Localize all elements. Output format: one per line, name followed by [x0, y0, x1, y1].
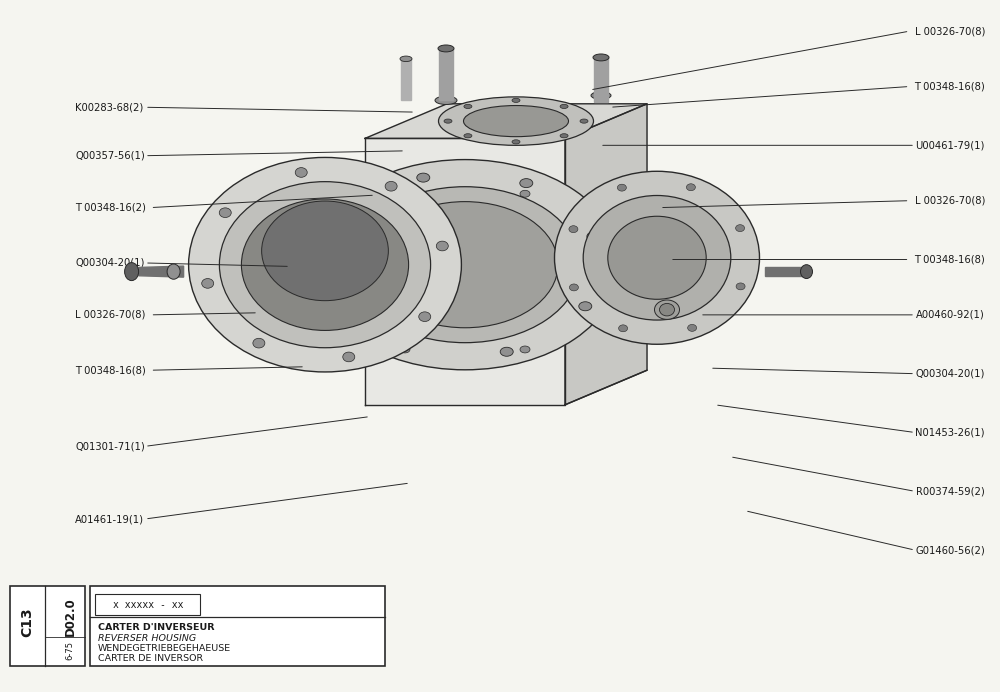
FancyBboxPatch shape	[10, 586, 85, 666]
Ellipse shape	[800, 264, 812, 278]
Text: N01453-26(1): N01453-26(1)	[916, 428, 985, 437]
Ellipse shape	[569, 284, 578, 291]
Polygon shape	[765, 266, 804, 276]
Ellipse shape	[400, 190, 410, 197]
Ellipse shape	[520, 179, 533, 188]
Ellipse shape	[338, 219, 351, 228]
Ellipse shape	[736, 283, 745, 290]
Ellipse shape	[593, 54, 609, 61]
Ellipse shape	[520, 190, 530, 197]
Ellipse shape	[444, 119, 452, 123]
Ellipse shape	[385, 181, 397, 191]
Text: Q01301-71(1): Q01301-71(1)	[75, 441, 145, 451]
FancyBboxPatch shape	[90, 586, 385, 666]
Ellipse shape	[167, 264, 180, 279]
Ellipse shape	[617, 184, 626, 191]
Text: G01460-56(2): G01460-56(2)	[915, 545, 985, 555]
Polygon shape	[365, 138, 565, 405]
Ellipse shape	[125, 262, 139, 281]
Ellipse shape	[512, 98, 520, 102]
Polygon shape	[365, 104, 647, 138]
Ellipse shape	[560, 104, 568, 109]
Ellipse shape	[512, 140, 520, 144]
Ellipse shape	[241, 199, 409, 330]
Ellipse shape	[330, 289, 343, 298]
Text: R00374-59(2): R00374-59(2)	[916, 486, 985, 496]
Ellipse shape	[310, 160, 620, 370]
Ellipse shape	[736, 225, 745, 232]
Ellipse shape	[591, 91, 611, 100]
Ellipse shape	[295, 167, 307, 177]
Ellipse shape	[583, 196, 731, 320]
Ellipse shape	[262, 201, 388, 300]
Ellipse shape	[580, 119, 588, 123]
Ellipse shape	[417, 173, 430, 182]
Ellipse shape	[686, 184, 695, 191]
Text: Q00304-20(1): Q00304-20(1)	[916, 369, 985, 379]
Polygon shape	[439, 48, 453, 100]
Text: CARTER DE INVERSOR: CARTER DE INVERSOR	[98, 654, 203, 664]
Ellipse shape	[464, 134, 472, 138]
Text: T 00348-16(8): T 00348-16(8)	[75, 365, 146, 375]
Ellipse shape	[438, 97, 594, 145]
Text: C13: C13	[20, 607, 34, 637]
Ellipse shape	[654, 300, 679, 319]
Ellipse shape	[397, 342, 410, 351]
Ellipse shape	[500, 347, 513, 356]
Ellipse shape	[560, 134, 568, 138]
Text: Q00357-56(1): Q00357-56(1)	[75, 151, 145, 161]
Ellipse shape	[253, 338, 265, 348]
Text: WENDEGETRIEBEGEHAEUSE: WENDEGETRIEBEGEHAEUSE	[98, 644, 231, 653]
Text: CARTER D'INVERSEUR: CARTER D'INVERSEUR	[98, 623, 214, 632]
Ellipse shape	[436, 241, 448, 251]
Text: L 00326-70(8): L 00326-70(8)	[75, 310, 145, 320]
Ellipse shape	[579, 302, 592, 311]
Ellipse shape	[659, 303, 674, 316]
FancyBboxPatch shape	[95, 594, 200, 615]
Ellipse shape	[520, 346, 530, 353]
Text: T 00348-16(8): T 00348-16(8)	[914, 82, 985, 91]
Ellipse shape	[464, 105, 568, 137]
Ellipse shape	[400, 56, 412, 62]
Polygon shape	[565, 104, 647, 405]
Ellipse shape	[464, 104, 472, 109]
Ellipse shape	[569, 226, 578, 233]
Text: REVERSER HOUSING: REVERSER HOUSING	[98, 633, 196, 643]
Text: L 00326-70(8): L 00326-70(8)	[915, 26, 985, 36]
Text: 6-75: 6-75	[65, 641, 74, 660]
Ellipse shape	[189, 157, 461, 372]
Ellipse shape	[435, 96, 457, 104]
Ellipse shape	[438, 45, 454, 52]
Ellipse shape	[619, 325, 628, 331]
Ellipse shape	[587, 232, 600, 241]
Text: A01461-19(1): A01461-19(1)	[75, 514, 144, 524]
Text: K00283-68(2): K00283-68(2)	[75, 102, 143, 112]
Ellipse shape	[400, 346, 410, 353]
Ellipse shape	[608, 216, 706, 299]
Ellipse shape	[350, 187, 580, 343]
Ellipse shape	[219, 208, 231, 217]
Ellipse shape	[554, 172, 760, 345]
Polygon shape	[401, 59, 411, 100]
Text: L 00326-70(8): L 00326-70(8)	[915, 196, 985, 206]
Polygon shape	[594, 57, 608, 102]
Polygon shape	[139, 266, 184, 277]
Ellipse shape	[343, 352, 355, 362]
Ellipse shape	[688, 325, 697, 331]
Text: D02.0: D02.0	[63, 597, 76, 636]
Text: Q00304-20(1): Q00304-20(1)	[75, 258, 144, 268]
Text: T 00348-16(8): T 00348-16(8)	[914, 255, 985, 264]
Text: A00460-92(1): A00460-92(1)	[916, 310, 985, 320]
Text: U00461-79(1): U00461-79(1)	[916, 140, 985, 150]
Ellipse shape	[419, 312, 431, 322]
Text: T 00348-16(2): T 00348-16(2)	[75, 203, 146, 212]
Ellipse shape	[219, 181, 431, 347]
Ellipse shape	[372, 201, 558, 328]
Text: x xxxxx - xx: x xxxxx - xx	[113, 600, 183, 610]
Ellipse shape	[202, 279, 214, 289]
